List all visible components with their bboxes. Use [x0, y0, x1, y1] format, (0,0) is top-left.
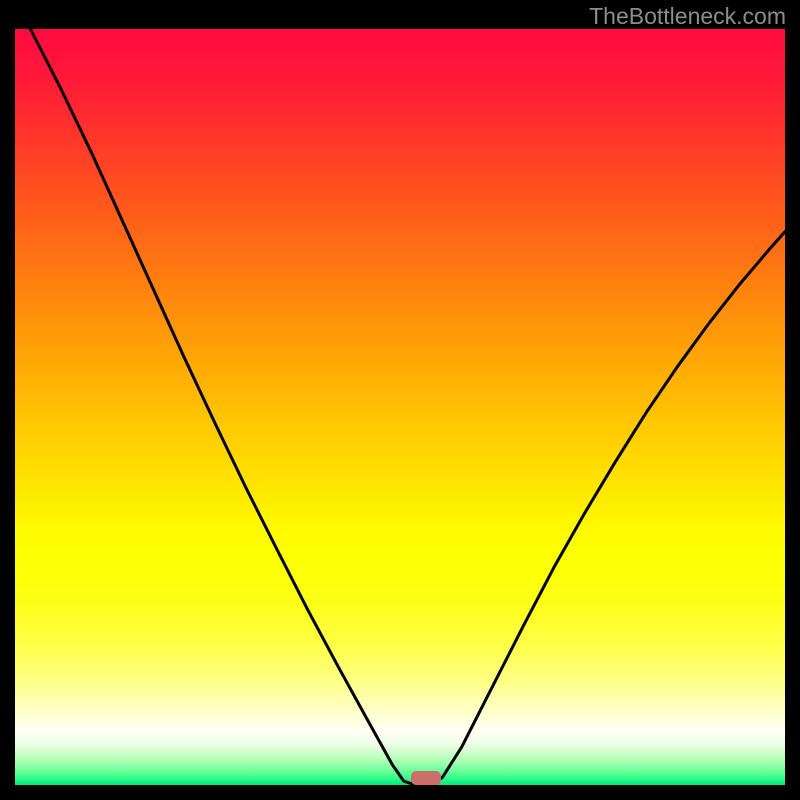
watermark: TheBottleneck.com [589, 3, 786, 30]
frame-bottom [0, 785, 800, 800]
frame-right [785, 0, 800, 800]
optimum-marker [411, 771, 441, 785]
plot-area [15, 29, 785, 785]
bottleneck-curve [15, 29, 785, 785]
frame-left [0, 0, 15, 800]
